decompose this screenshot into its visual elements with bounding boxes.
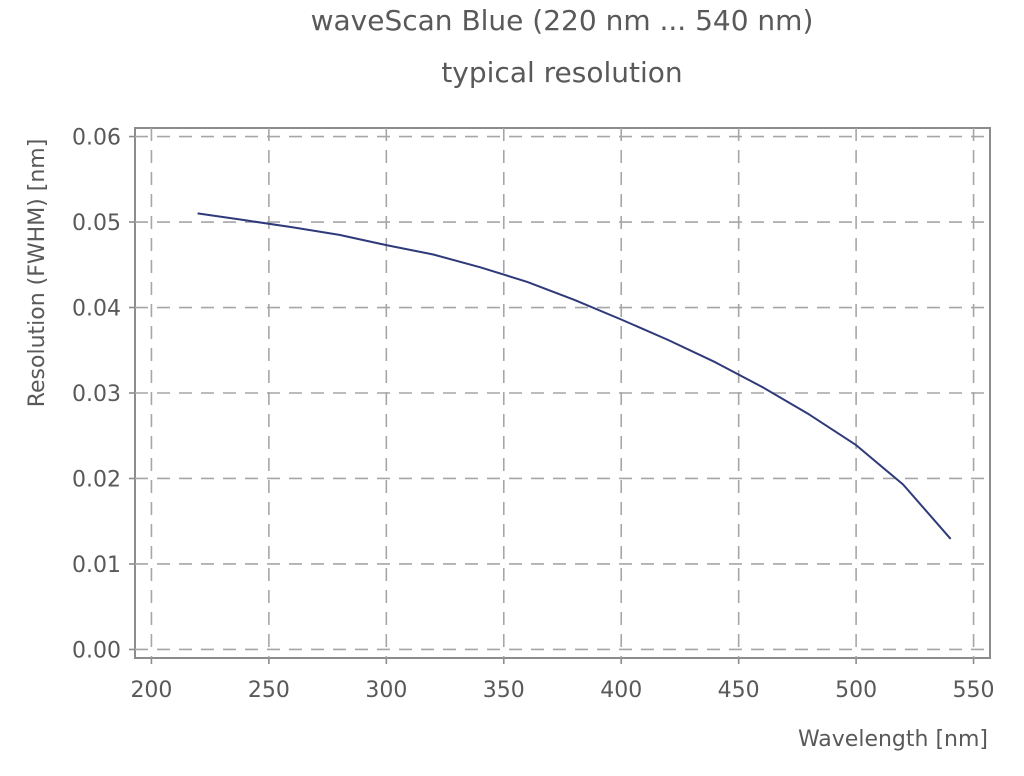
chart-title: waveScan Blue (220 nm ... 540 nm) — [310, 4, 814, 37]
y-tick-label: 0.00 — [72, 638, 121, 663]
y-tick-label: 0.02 — [72, 467, 121, 492]
x-tick-label: 250 — [248, 678, 290, 703]
grid-lines — [135, 128, 990, 658]
axis-ticks: 200 250 300 350 400 450 500 550 0.00 0.01 0.02 0.03… — [72, 126, 995, 703]
x-axis-label: Wavelength [nm] — [798, 727, 988, 752]
x-tick-label: 400 — [600, 678, 642, 703]
resolution-curve — [197, 212, 952, 540]
x-tick-label: 300 — [365, 678, 407, 703]
y-axis-label: Resolution (FWHM) [nm] — [25, 139, 50, 408]
x-tick-label: 550 — [953, 678, 995, 703]
x-tick-label: 450 — [718, 678, 760, 703]
series-layer — [197, 212, 952, 540]
y-tick-label: 0.01 — [72, 553, 121, 578]
y-tick-label: 0.06 — [72, 126, 121, 151]
x-tick-label: 500 — [835, 678, 877, 703]
y-tick-label: 0.05 — [72, 211, 121, 236]
chart-subtitle: typical resolution — [441, 56, 683, 89]
y-tick-label: 0.03 — [72, 382, 121, 407]
x-tick-label: 200 — [130, 678, 172, 703]
x-tick-label: 350 — [483, 678, 525, 703]
y-tick-label: 0.04 — [72, 297, 121, 322]
